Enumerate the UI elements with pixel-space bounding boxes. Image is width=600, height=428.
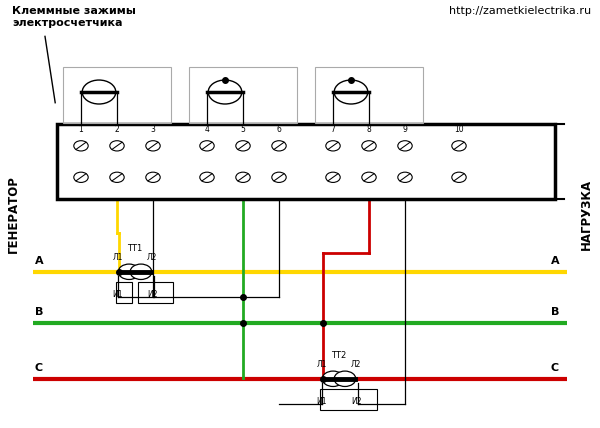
Circle shape <box>398 172 412 182</box>
Text: B: B <box>35 307 43 317</box>
Text: Л1: Л1 <box>113 253 123 262</box>
Circle shape <box>334 80 368 104</box>
Text: И1: И1 <box>112 290 123 299</box>
Text: Л1: Л1 <box>317 360 327 369</box>
Text: ТТ1: ТТ1 <box>127 244 143 253</box>
Circle shape <box>130 264 152 279</box>
Circle shape <box>322 371 344 386</box>
Circle shape <box>334 371 356 386</box>
Text: 5: 5 <box>241 125 245 134</box>
Text: 8: 8 <box>367 125 371 134</box>
Text: B: B <box>551 307 559 317</box>
Text: НАГРУЗКА: НАГРУЗКА <box>580 178 593 250</box>
Circle shape <box>110 172 124 182</box>
Text: 3: 3 <box>151 125 155 134</box>
Bar <box>63 67 171 123</box>
Text: 7: 7 <box>331 125 335 134</box>
Text: http://zametkielectrika.ru: http://zametkielectrika.ru <box>449 6 591 16</box>
Circle shape <box>74 141 88 151</box>
Text: 1: 1 <box>79 125 83 134</box>
Circle shape <box>236 141 250 151</box>
Circle shape <box>398 141 412 151</box>
Text: 10: 10 <box>454 125 464 134</box>
Circle shape <box>326 172 340 182</box>
Text: Л2: Л2 <box>351 360 361 369</box>
Text: И1: И1 <box>316 397 327 406</box>
Text: C: C <box>551 363 559 373</box>
Circle shape <box>146 141 160 151</box>
Text: C: C <box>35 363 43 373</box>
Text: ТТ2: ТТ2 <box>331 351 347 360</box>
Bar <box>315 67 423 123</box>
Text: И2: И2 <box>147 290 158 299</box>
Bar <box>189 67 297 123</box>
Bar <box>138 282 173 303</box>
Circle shape <box>362 141 376 151</box>
Text: Л2: Л2 <box>147 253 157 262</box>
Circle shape <box>326 141 340 151</box>
Bar <box>116 282 132 303</box>
Circle shape <box>200 172 214 182</box>
Circle shape <box>236 172 250 182</box>
Circle shape <box>208 80 242 104</box>
Text: A: A <box>35 256 43 266</box>
Text: Клеммные зажимы
электросчетчика: Клеммные зажимы электросчетчика <box>12 6 136 28</box>
Circle shape <box>452 141 466 151</box>
Text: 6: 6 <box>277 125 281 134</box>
Circle shape <box>272 172 286 182</box>
Circle shape <box>118 264 140 279</box>
Bar <box>320 389 377 410</box>
Circle shape <box>200 141 214 151</box>
Text: ГЕНЕРАТОР: ГЕНЕРАТОР <box>7 175 20 253</box>
Circle shape <box>82 80 116 104</box>
Text: 9: 9 <box>403 125 407 134</box>
Circle shape <box>452 172 466 182</box>
Text: И2: И2 <box>351 397 362 406</box>
Circle shape <box>74 172 88 182</box>
Text: A: A <box>551 256 559 266</box>
Circle shape <box>362 172 376 182</box>
Bar <box>57 124 555 199</box>
Circle shape <box>110 141 124 151</box>
Circle shape <box>272 141 286 151</box>
Text: 2: 2 <box>115 125 119 134</box>
Text: 4: 4 <box>205 125 209 134</box>
Circle shape <box>146 172 160 182</box>
